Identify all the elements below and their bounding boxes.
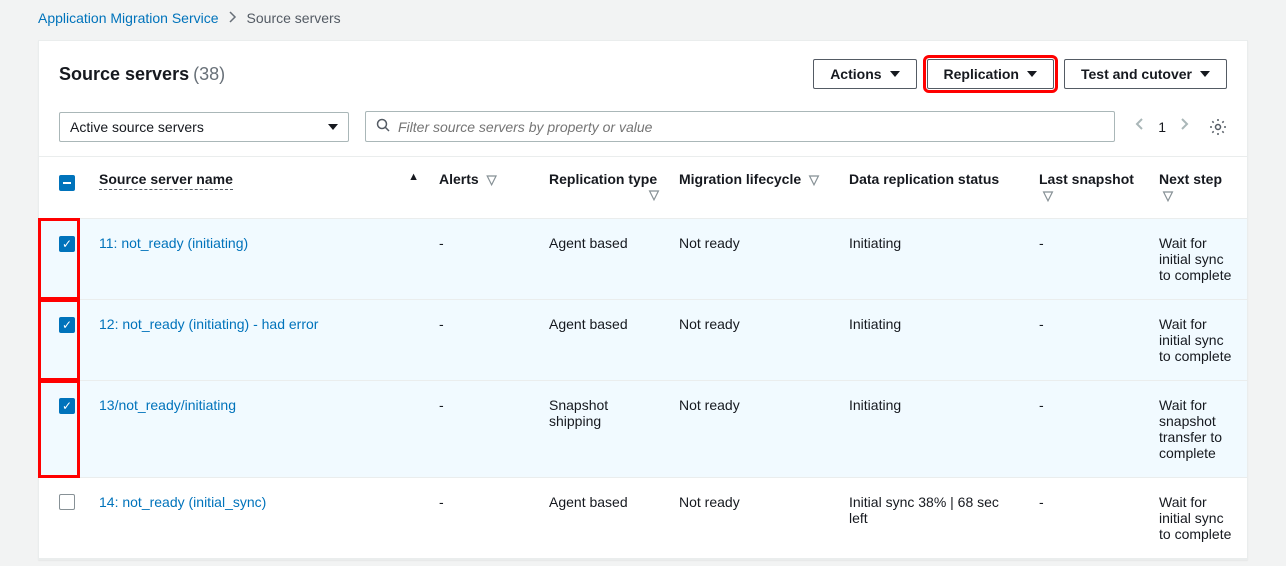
row-checkbox[interactable] — [59, 398, 75, 414]
replication-button-label: Replication — [944, 66, 1019, 82]
rtype-cell: Agent based — [539, 478, 669, 559]
search-icon — [376, 118, 390, 135]
search-box[interactable] — [365, 111, 1115, 142]
lifecycle-cell: Not ready — [669, 381, 839, 478]
rtype-cell: Snapshot shipping — [539, 381, 669, 478]
status-filter-dropdown[interactable]: Active source servers — [59, 112, 349, 142]
server-name-link[interactable]: 12: not_ready (initiating) - had error — [99, 316, 318, 332]
gear-icon[interactable] — [1209, 118, 1227, 136]
snapshot-cell: - — [1029, 219, 1149, 300]
test-cutover-button-label: Test and cutover — [1081, 66, 1192, 82]
sort-icon[interactable]: ▽ — [1159, 188, 1173, 203]
breadcrumb: Application Migration Service Source ser… — [0, 0, 1286, 40]
col-rtype-header[interactable]: Replication type — [549, 171, 657, 187]
table-row: 13/not_ready/initiating - Snapshot shipp… — [39, 381, 1247, 478]
row-checkbox[interactable] — [59, 236, 75, 252]
row-checkbox[interactable] — [59, 317, 75, 333]
server-name-link[interactable]: 11: not_ready (initiating) — [99, 235, 248, 251]
rtype-cell: Agent based — [539, 219, 669, 300]
table-row: 14: not_ready (initial_sync) - Agent bas… — [39, 478, 1247, 559]
breadcrumb-parent[interactable]: Application Migration Service — [38, 10, 219, 26]
test-cutover-button[interactable]: Test and cutover — [1064, 59, 1227, 89]
sort-icon[interactable]: ▽ — [805, 172, 819, 187]
chevron-right-icon — [229, 10, 237, 26]
source-servers-panel: Source servers (38) Actions Replication … — [38, 40, 1248, 560]
page-title: Source servers — [59, 64, 189, 85]
caret-down-icon — [890, 71, 900, 77]
alerts-cell: - — [429, 478, 539, 559]
status-cell: Initiating — [839, 381, 1029, 478]
highlight-box — [38, 380, 80, 478]
next-cell: Wait for initial sync to complete — [1149, 300, 1247, 381]
alerts-cell: - — [429, 300, 539, 381]
col-snapshot-header[interactable]: Last snapshot — [1039, 171, 1134, 187]
replication-button[interactable]: Replication — [927, 59, 1054, 89]
table-row: 12: not_ready (initiating) - had error -… — [39, 300, 1247, 381]
col-lifecycle-header[interactable]: Migration lifecycle — [679, 171, 801, 187]
status-cell: Initiating — [839, 300, 1029, 381]
snapshot-cell: - — [1029, 381, 1149, 478]
actions-button-label: Actions — [830, 66, 881, 82]
alerts-cell: - — [429, 219, 539, 300]
status-filter-label: Active source servers — [70, 119, 204, 135]
highlight-box — [38, 299, 80, 381]
prev-page-icon[interactable] — [1135, 117, 1144, 136]
alerts-cell: - — [429, 381, 539, 478]
sort-icon[interactable]: ▽ — [1039, 188, 1053, 203]
col-name-header[interactable]: Source server name — [99, 171, 233, 190]
lifecycle-cell: Not ready — [669, 219, 839, 300]
search-input[interactable] — [398, 119, 1104, 135]
next-page-icon[interactable] — [1180, 117, 1189, 136]
lifecycle-cell: Not ready — [669, 300, 839, 381]
next-cell: Wait for initial sync to complete — [1149, 219, 1247, 300]
server-name-link[interactable]: 13/not_ready/initiating — [99, 397, 236, 413]
actions-button[interactable]: Actions — [813, 59, 916, 89]
highlight-box — [38, 218, 80, 300]
source-servers-table: Source server name ▲ Alerts ▽ Replicatio… — [39, 156, 1247, 559]
next-cell: Wait for snapshot transfer to complete — [1149, 381, 1247, 478]
snapshot-cell: - — [1029, 300, 1149, 381]
caret-down-icon — [1027, 71, 1037, 77]
snapshot-cell: - — [1029, 478, 1149, 559]
row-checkbox[interactable] — [59, 494, 75, 510]
sort-asc-icon[interactable]: ▲ — [402, 171, 419, 183]
pagination: 1 — [1131, 117, 1193, 136]
rtype-cell: Agent based — [539, 300, 669, 381]
breadcrumb-current: Source servers — [247, 10, 341, 26]
page-count: (38) — [193, 64, 225, 85]
page-number: 1 — [1158, 119, 1166, 135]
server-name-link[interactable]: 14: not_ready (initial_sync) — [99, 494, 266, 510]
select-all-checkbox[interactable] — [59, 175, 75, 191]
col-next-header[interactable]: Next step — [1159, 171, 1222, 187]
sort-icon[interactable]: ▽ — [483, 172, 497, 187]
table-row: 11: not_ready (initiating) - Agent based… — [39, 219, 1247, 300]
lifecycle-cell: Not ready — [669, 478, 839, 559]
status-cell: Initiating — [839, 219, 1029, 300]
col-alerts-header[interactable]: Alerts — [439, 171, 479, 187]
status-cell: Initial sync 38% | 68 sec left — [839, 478, 1029, 559]
next-cell: Wait for initial sync to complete — [1149, 478, 1247, 559]
col-status-header[interactable]: Data replication status — [849, 171, 999, 187]
caret-down-icon — [328, 124, 338, 130]
sort-icon[interactable]: ▽ — [645, 187, 659, 203]
caret-down-icon — [1200, 71, 1210, 77]
